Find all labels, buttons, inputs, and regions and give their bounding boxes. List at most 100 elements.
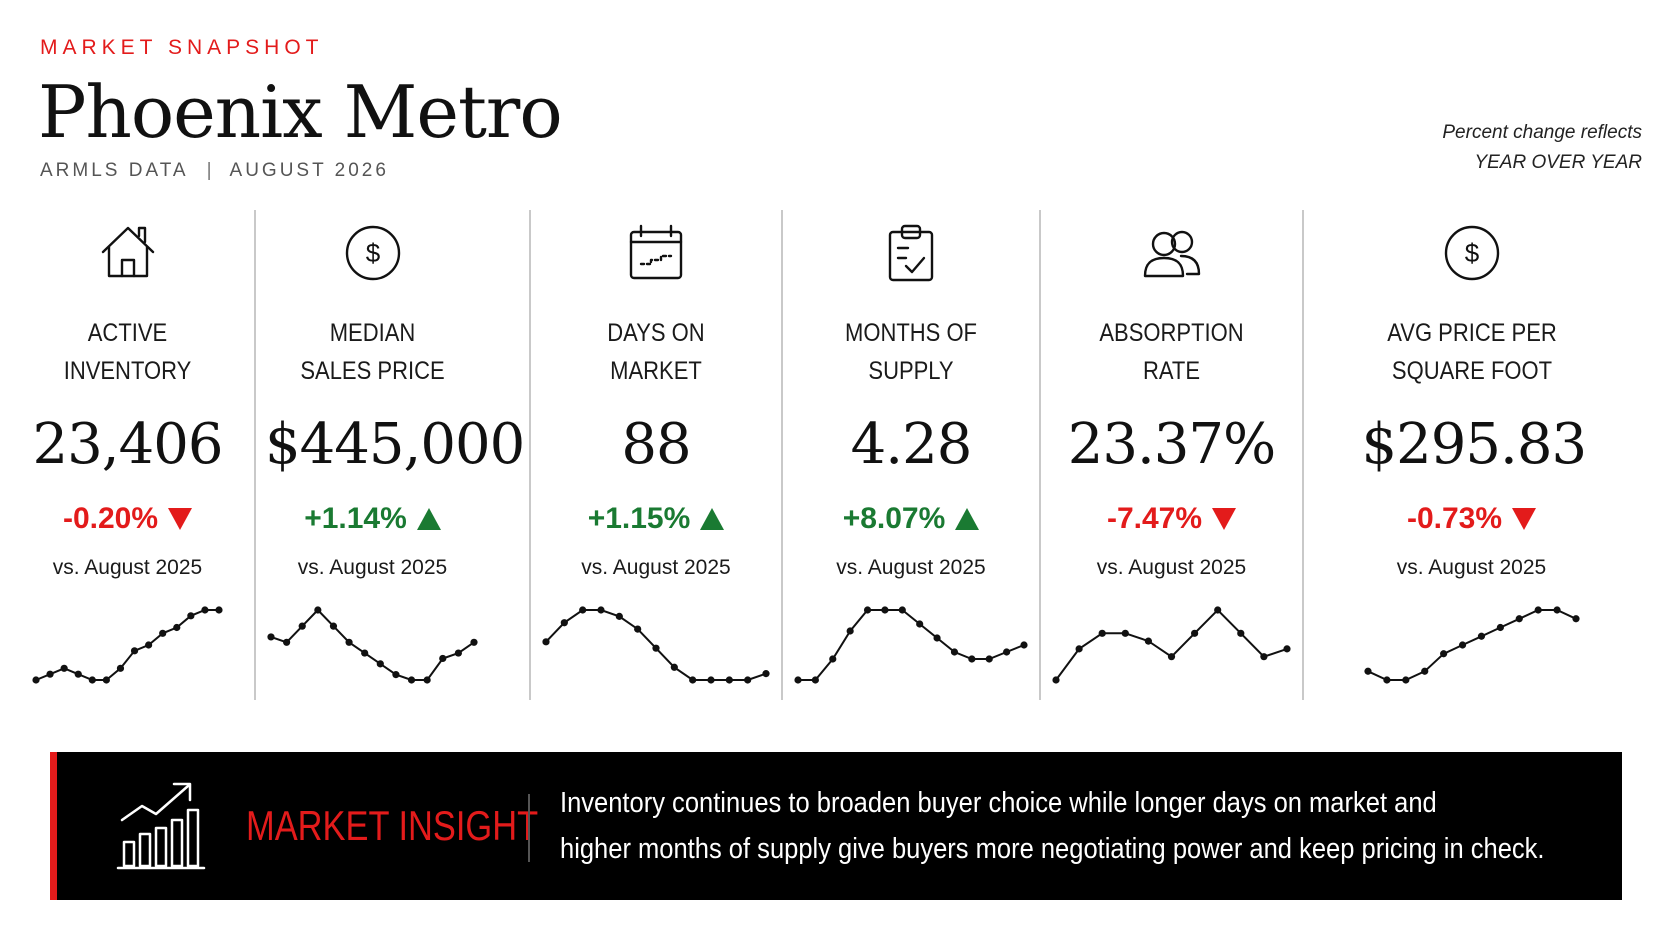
sparkline-point (1020, 641, 1028, 649)
metric-change: +1.14% (265, 502, 480, 536)
trend-sparkline (32, 606, 223, 684)
sparkline-point (1401, 676, 1409, 684)
sparkline-point (32, 676, 40, 684)
sparkline-point (439, 654, 447, 663)
sparkline-point (1003, 648, 1011, 656)
triangle-up-icon (955, 508, 980, 530)
metric-card: DAYS ON MARKET 88 +1.15% vs. August 2025 (540, 210, 772, 700)
sparkline-point (1458, 641, 1466, 649)
metric-label: ACTIVE INVENTORY (42, 314, 214, 390)
svg-text:$: $ (1464, 238, 1479, 268)
metric-label-line1: ABSORPTION (1099, 319, 1244, 347)
trend-sparkline (542, 606, 770, 684)
metric-label: ABSORPTION RATE (1065, 314, 1279, 390)
metric-label: AVG PRICE PER SQUARE FOOT (1375, 314, 1569, 390)
sparkline-point (454, 649, 462, 657)
metric-value: 4.28 (850, 412, 973, 477)
sparkline-point (1534, 606, 1542, 614)
metric-label-line2: INVENTORY (63, 357, 192, 385)
calendar-icon (621, 218, 691, 288)
sparkline-point (652, 644, 660, 652)
sparkline-point (933, 634, 941, 642)
comparison-period: vs. August 2025 (581, 556, 731, 579)
sparkline-point (201, 606, 209, 614)
sparkline-point (1571, 615, 1580, 623)
change-percent: -0.73% (1406, 502, 1503, 535)
sparkline-point (298, 622, 306, 630)
sparkline-point (74, 670, 82, 678)
sparkline-point (615, 612, 623, 620)
accent-bar (50, 752, 57, 900)
sparkline-point (846, 627, 854, 635)
sparkline-point (1496, 623, 1504, 632)
sparkline-point (88, 676, 96, 684)
market-insight-banner: MARKET INSIGHT Inventory continues to br… (50, 752, 1622, 900)
sparkline-point (1283, 645, 1291, 653)
column-divider (781, 210, 783, 700)
sparkline-point (423, 676, 431, 684)
source-line: ARMLS DATA | AUGUST 2026 (40, 160, 389, 182)
metric-label-line1: MEDIAN (329, 319, 416, 347)
sparkline-point (187, 612, 195, 620)
sparkline-point (1552, 606, 1561, 614)
sparkline-point (1420, 667, 1428, 675)
change-percent: -7.47% (1106, 502, 1203, 535)
sparkline-point (1121, 629, 1129, 637)
trend-sparkline (1052, 606, 1291, 684)
comparison-period: vs. August 2025 (1396, 556, 1547, 579)
insight-divider (528, 794, 530, 862)
sparkline-path (798, 609, 1025, 681)
metric-card: $ AVG PRICE PER SQUARE FOOT $295.83 -0.73% vs… (1362, 210, 1587, 700)
metric-label-line1: ACTIVE (87, 319, 168, 347)
sparkline-point (1144, 637, 1152, 645)
sparkline-point (1363, 667, 1372, 675)
change-note-line2: YEAR OVER YEAR (1474, 152, 1642, 173)
metric-card: MONTHS OF SUPPLY 4.28 +8.07% vs. August 2025 (792, 210, 1030, 700)
metric-label: MEDIAN SALES PRICE (278, 314, 467, 390)
sparkline-point (283, 638, 291, 646)
column-divider (254, 210, 256, 700)
svg-text:$: $ (365, 238, 380, 268)
sparkline-point (130, 647, 139, 655)
dollar-circle-icon: $ (338, 218, 408, 288)
change-note: Percent change reflects YEAR OVER YEAR (1442, 118, 1642, 178)
comparison-period: vs. August 2025 (52, 556, 203, 579)
sparkline-point (215, 606, 223, 614)
sparkline-point (560, 619, 568, 627)
triangle-up-icon (700, 508, 725, 530)
metric-label-line1: MONTHS OF (845, 319, 977, 347)
sparkline-point (1515, 615, 1523, 623)
metric-card: $ MEDIAN SALES PRICE $445,000 +1.14% vs. Augu… (265, 210, 525, 700)
metric-change: -0.73% (1362, 502, 1582, 536)
metric-label-line2: SUPPLY (868, 357, 954, 385)
sparkline-path (270, 608, 475, 681)
sparkline-point (725, 676, 733, 684)
sparkline-point (329, 622, 338, 630)
triangle-up-icon (416, 508, 441, 530)
sparkline-point (542, 638, 550, 646)
metric-change: -0.20% (30, 502, 225, 536)
insight-line-2: higher months of supply give buyers more… (560, 833, 1545, 865)
sparkline-point (1477, 632, 1485, 640)
sparkline-point (376, 660, 384, 668)
sparkline-point (1098, 629, 1106, 637)
sparkline-point (762, 670, 770, 678)
sparkline-point (1167, 653, 1176, 661)
sparkline-point (597, 606, 605, 614)
metric-value: $445,000 (265, 412, 525, 477)
change-percent: +1.14% (304, 502, 407, 535)
insight-text: Inventory continues to broaden buyer cho… (560, 780, 1545, 872)
sparkline-point (159, 629, 167, 637)
report-period: AUGUST 2026 (229, 160, 389, 181)
column-divider (1039, 210, 1041, 700)
metric-change: +1.15% (540, 502, 772, 536)
metric-label-line2: RATE (1142, 357, 1201, 385)
sparkline-point (829, 655, 837, 663)
metric-label-line2: SALES PRICE (300, 357, 445, 385)
sparkline-point (1214, 606, 1222, 614)
sparkline-path (1055, 608, 1288, 681)
metric-value: 23,406 (32, 412, 224, 477)
comparison-period: vs. August 2025 (836, 556, 986, 579)
sparkline-point (1439, 650, 1447, 658)
eyebrow-label: MARKET SNAPSHOT (40, 36, 324, 59)
